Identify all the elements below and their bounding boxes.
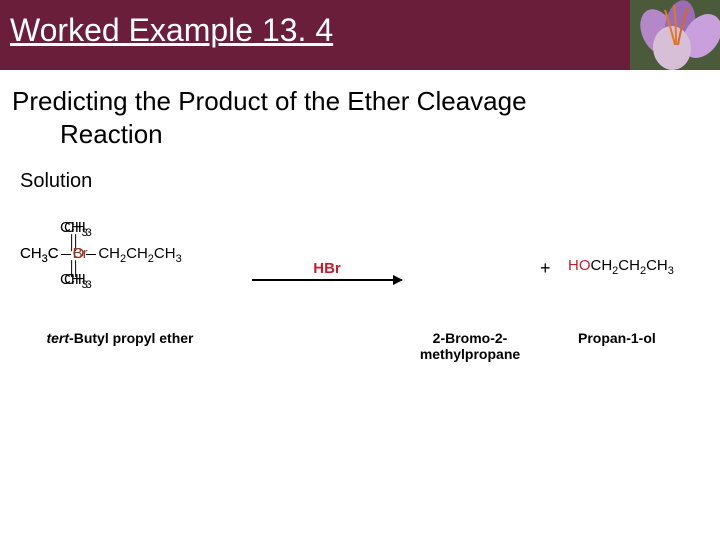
- reagent-label: HBr: [252, 260, 402, 277]
- reactant-label: tert-Butyl propyl ether: [20, 330, 220, 346]
- reaction-arrow: HBr: [252, 260, 402, 281]
- reaction-scheme: CH3 │ CH3COCH2CH2CH3 │ CH3 tert-Butyl pr…: [20, 220, 700, 400]
- arrow-line: [252, 279, 402, 281]
- plus-sign: +: [540, 258, 551, 279]
- product1-label: 2-Bromo-2- methylpropane: [405, 330, 535, 362]
- product2-structure: HOCH2CH2CH3: [568, 258, 708, 277]
- product1-structure: CH3 │ CH3CBr │ CH3: [20, 220, 140, 291]
- reactant-label-prefix: tert: [46, 330, 69, 346]
- solution-label: Solution: [20, 170, 92, 193]
- subtitle: Predicting the Product of the Ether Clea…: [12, 85, 527, 150]
- flower-svg: [630, 0, 720, 70]
- subtitle-line2: Reaction: [12, 118, 527, 151]
- product2-label: Propan-1-ol: [578, 330, 698, 346]
- product1-label-l2: methylpropane: [420, 346, 520, 362]
- product1-label-l1: 2-Bromo-2-: [433, 330, 508, 346]
- page-title: Worked Example 13. 4: [10, 12, 333, 49]
- subtitle-line1: Predicting the Product of the Ether Clea…: [12, 86, 527, 116]
- reactant-label-rest: -Butyl propyl ether: [69, 330, 193, 346]
- corner-flower-image: [630, 0, 720, 70]
- header-bar: Worked Example 13. 4: [0, 0, 720, 70]
